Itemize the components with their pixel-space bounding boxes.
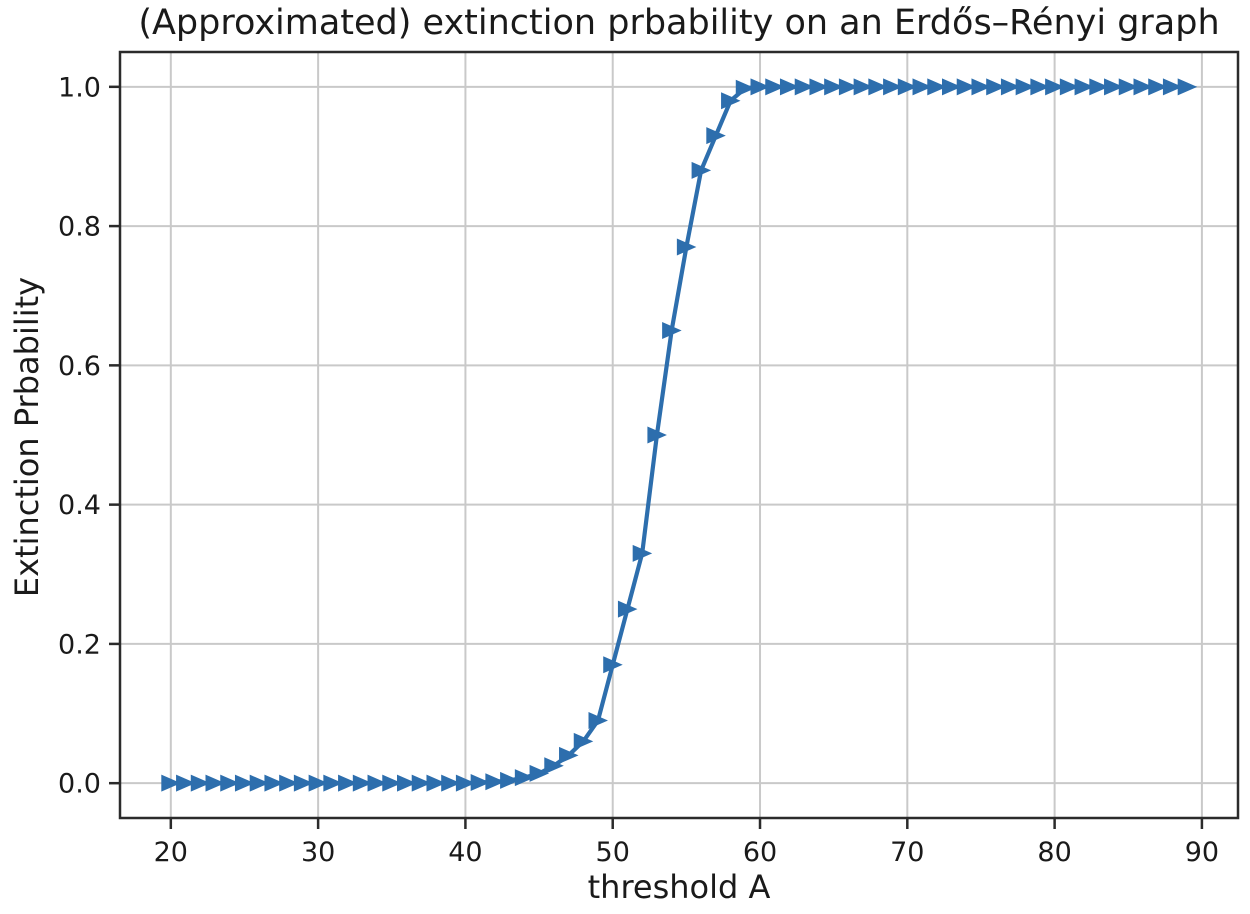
data-point-marker [544, 757, 564, 775]
data-point-marker [249, 774, 270, 792]
data-point-marker [220, 774, 240, 792]
y-tick-label: 1.0 [58, 72, 101, 103]
data-point-marker [161, 774, 181, 792]
data-point-marker [264, 774, 284, 792]
data-point-marker [234, 774, 255, 792]
x-tick-label: 30 [301, 837, 335, 868]
data-point-marker [868, 78, 888, 96]
x-tick-label: 90 [1185, 837, 1219, 868]
data-point-marker [1059, 78, 1080, 96]
data-point-marker [897, 78, 918, 96]
data-point-marker [603, 656, 623, 674]
data-point-marker [323, 774, 343, 792]
data-point-marker [1089, 78, 1109, 96]
data-point-marker [617, 600, 638, 618]
data-point-marker [676, 238, 697, 256]
data-point-marker [986, 78, 1006, 96]
y-tick-label: 0.6 [58, 351, 101, 382]
data-point-marker [293, 774, 314, 792]
data-point-marker [500, 771, 520, 789]
data-point-marker [470, 773, 491, 791]
data-point-marker [942, 78, 962, 96]
x-tick-label: 20 [154, 837, 188, 868]
data-point-marker [411, 774, 432, 792]
data-point-marker [382, 774, 402, 792]
data-point-marker [1015, 78, 1036, 96]
data-point-marker [1104, 78, 1124, 96]
data-point-marker [396, 774, 417, 792]
data-point-marker [1000, 78, 1021, 96]
data-point-marker [794, 78, 815, 96]
data-point-marker [809, 78, 829, 96]
y-tick-label: 0.4 [58, 490, 101, 521]
data-point-marker [647, 426, 667, 444]
data-point-marker [485, 773, 505, 791]
data-point-marker [1030, 78, 1050, 96]
data-point-marker [691, 161, 712, 179]
data-point-marker [750, 78, 771, 96]
data-point-marker [632, 544, 653, 562]
data-point-marker [1162, 78, 1183, 96]
data-point-marker [455, 774, 476, 792]
data-point-marker [441, 774, 461, 792]
data-point-marker [1074, 78, 1095, 96]
data-point-marker [971, 78, 991, 96]
data-point-marker [559, 746, 579, 764]
x-axis-label: threshold A [587, 868, 771, 906]
data-point-marker [1045, 78, 1065, 96]
data-point-marker [1118, 78, 1139, 96]
data-point-marker [927, 78, 947, 96]
x-tick-label: 70 [890, 837, 924, 868]
chart-title: (Approximated) extinction prbability on … [138, 3, 1220, 43]
data-point-marker [514, 769, 535, 787]
data-point-marker [573, 732, 594, 750]
data-point-marker [912, 78, 933, 96]
data-point-marker [662, 322, 682, 340]
y-axis-label: Extinction Prbability [8, 276, 46, 598]
data-point-marker [779, 78, 800, 96]
data-point-marker [279, 774, 299, 792]
data-point-marker [824, 78, 844, 96]
data-point-marker [853, 78, 874, 96]
data-point-marker [190, 774, 211, 792]
data-point-marker [765, 78, 785, 96]
data-point-marker [205, 774, 226, 792]
data-point-marker [956, 78, 977, 96]
data-point-marker [338, 774, 358, 792]
data-point-marker [529, 764, 550, 782]
data-point-marker [735, 79, 756, 97]
x-tick-label: 60 [743, 837, 777, 868]
data-point-marker [308, 774, 329, 792]
data-series-line [168, 84, 1190, 786]
x-tick-label: 80 [1037, 837, 1071, 868]
data-point-marker [1133, 78, 1153, 96]
y-tick-label: 0.8 [58, 212, 101, 243]
data-point-marker [426, 774, 446, 792]
y-tick-label: 0.0 [58, 769, 101, 800]
data-point-marker [588, 712, 608, 730]
axes-spines [118, 50, 1240, 820]
data-point-marker [1148, 78, 1168, 96]
x-tick-label: 50 [596, 837, 630, 868]
data-point-marker [721, 92, 741, 110]
data-point-marker [367, 774, 388, 792]
data-point-marker [883, 78, 903, 96]
data-point-marker [706, 127, 726, 145]
x-tick-label: 40 [448, 837, 482, 868]
data-point-marker [1177, 78, 1198, 96]
data-point-marker [838, 78, 859, 96]
data-point-marker [352, 774, 373, 792]
y-tick-label: 0.2 [58, 629, 101, 660]
data-point-marker [176, 774, 196, 792]
